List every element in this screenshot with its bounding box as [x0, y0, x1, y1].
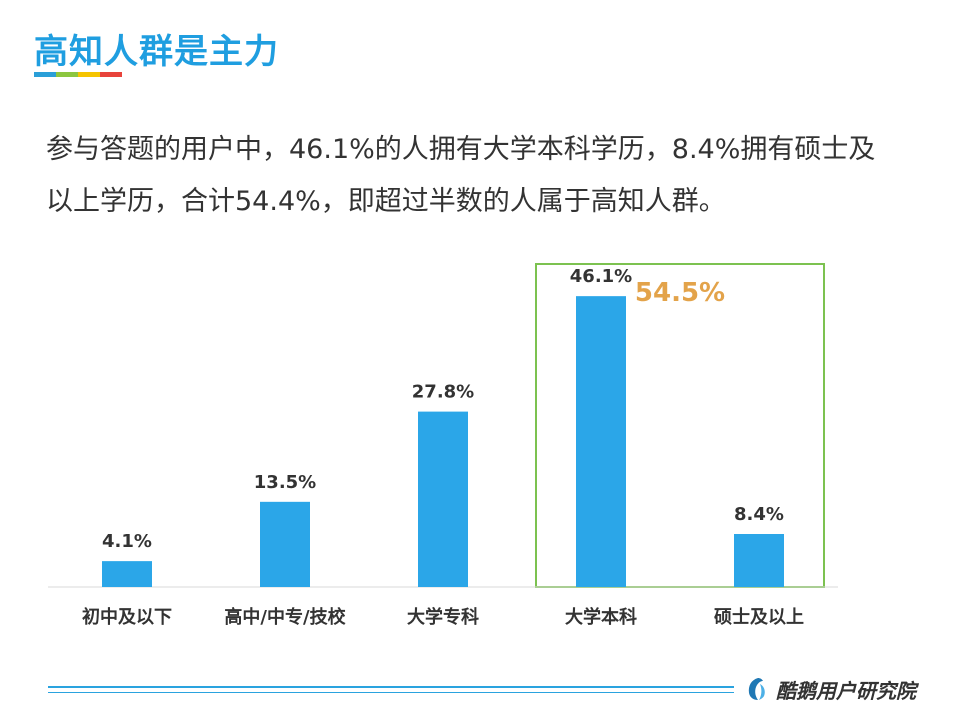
bar-3	[418, 411, 468, 587]
category-label-1: 初中及以下	[82, 606, 172, 628]
underline-segment-blue	[34, 72, 56, 77]
bar-1	[102, 561, 152, 587]
bar-5	[734, 534, 784, 587]
underline-segment-red	[100, 72, 122, 77]
brand: 酷鹅用户研究院	[746, 674, 916, 704]
brand-name: 酷鹅用户研究院	[776, 678, 916, 703]
underline-segment-green	[56, 72, 78, 77]
footer-line-bottom	[48, 692, 734, 693]
brand-logo-icon	[748, 678, 765, 700]
page-title: 高知人群是主力	[34, 32, 279, 72]
bar-2	[260, 501, 310, 587]
title-underline	[34, 72, 122, 77]
bar-value-label-4: 46.1%	[570, 266, 632, 287]
bar-value-label-3: 27.8%	[412, 382, 474, 403]
intro-text: 参与答题的用户中，46.1%的人拥有大学本科学历，8.4%拥有硕士及以上学历，合…	[46, 134, 876, 217]
bar-4	[576, 296, 626, 587]
category-label-3: 大学专科	[407, 606, 479, 628]
bar-value-label-5: 8.4%	[734, 504, 784, 525]
footer-divider	[48, 686, 734, 693]
category-label-2: 高中/中专/技校	[224, 606, 346, 628]
category-label-4: 大学本科	[565, 606, 637, 628]
bar-value-label-1: 4.1%	[102, 531, 152, 552]
footer-line-top	[48, 686, 734, 688]
bar-value-label-2: 13.5%	[254, 472, 316, 493]
category-label-5: 硕士及以上	[714, 607, 804, 628]
underline-segment-yellow	[78, 72, 100, 77]
highlight-total-label: 54.5%	[635, 278, 725, 308]
